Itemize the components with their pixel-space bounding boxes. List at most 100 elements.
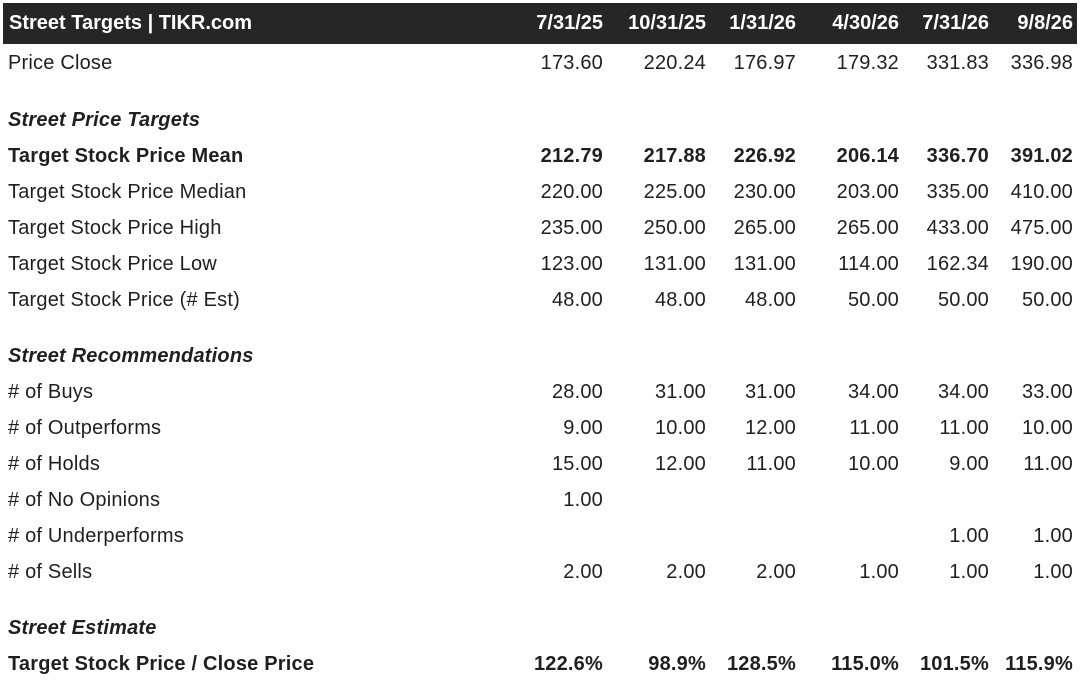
table-row: Target Stock Price / Close Price 122.6% … [3, 646, 1077, 682]
row-value: 162.34 [926, 252, 989, 275]
row-value: 250.00 [643, 216, 706, 239]
row-value: 98.9% [648, 652, 706, 675]
section-heading-recommendations: Street Recommendations [3, 338, 1077, 374]
row-value: 48.00 [551, 288, 603, 311]
row-value [800, 482, 903, 518]
date-header: 7/31/26 [922, 12, 989, 34]
row-value: 28.00 [551, 380, 603, 403]
row-value: 173.60 [540, 51, 603, 74]
row-value: 122.6% [533, 652, 603, 675]
date-header: 1/31/26 [729, 12, 796, 34]
row-value: 2.00 [563, 560, 603, 583]
section-heading: Street Price Targets [8, 108, 201, 131]
row-value: 225.00 [643, 180, 706, 203]
section-heading: Street Recommendations [8, 344, 254, 367]
row-value: 33.00 [1021, 380, 1073, 403]
row-value: 230.00 [733, 180, 796, 203]
row-value [800, 518, 903, 554]
row-value [513, 518, 607, 554]
row-label: Target Stock Price Median [8, 180, 247, 203]
row-value: 190.00 [1010, 252, 1073, 275]
price-close-row: Price Close 173.60 220.24 176.97 179.32 … [3, 44, 1077, 82]
row-value: 11.00 [849, 416, 899, 439]
row-value: 50.00 [1021, 288, 1073, 311]
row-value: 15.00 [551, 452, 603, 475]
row-label: Target Stock Price Mean [8, 144, 244, 167]
row-value: 433.00 [926, 216, 989, 239]
row-value: 1.00 [949, 524, 989, 547]
row-value: 34.00 [847, 380, 899, 403]
row-value: 128.5% [726, 652, 796, 675]
row-label: Target Stock Price Low [8, 252, 217, 275]
spacer [3, 82, 1077, 102]
table-row: Target Stock Price (# Est) 48.00 48.00 4… [3, 282, 1077, 318]
row-value: 12.00 [744, 416, 796, 439]
row-value: 265.00 [733, 216, 796, 239]
section-heading: Street Estimate [8, 616, 157, 639]
table-row: # of Underperforms 1.00 1.00 [3, 518, 1077, 554]
row-value: 1.00 [1033, 560, 1073, 583]
row-value: 12.00 [654, 452, 706, 475]
table-row: Target Stock Price Mean 212.79 217.88 22… [3, 138, 1077, 174]
table-row: # of Outperforms 9.00 10.00 12.00 11.00 … [3, 410, 1077, 446]
row-value [607, 482, 710, 518]
row-value: 336.98 [1010, 51, 1073, 74]
row-value: 123.00 [540, 252, 603, 275]
row-value: 9.00 [949, 452, 989, 475]
section-heading-price-targets: Street Price Targets [3, 102, 1077, 138]
table-title: Street Targets | TIKR.com [9, 12, 253, 34]
row-value: 48.00 [654, 288, 706, 311]
row-value: 115.9% [1005, 652, 1073, 675]
row-value: 217.88 [643, 144, 706, 167]
row-value: 391.02 [1010, 144, 1073, 167]
row-label: # of Holds [8, 452, 101, 475]
table-row: # of No Opinions 1.00 [3, 482, 1077, 518]
row-value: 1.00 [859, 560, 899, 583]
table-row: Target Stock Price High 235.00 250.00 26… [3, 210, 1077, 246]
row-value: 10.00 [847, 452, 899, 475]
row-value: 212.79 [540, 144, 603, 167]
date-header: 9/8/26 [1017, 12, 1073, 34]
row-value: 226.92 [733, 144, 796, 167]
row-value [993, 482, 1077, 518]
row-value: 34.00 [937, 380, 989, 403]
row-value: 179.32 [836, 51, 899, 74]
row-value: 220.00 [540, 180, 603, 203]
row-value: 11.00 [939, 416, 989, 439]
row-value: 1.00 [563, 488, 603, 511]
row-value: 331.83 [926, 51, 989, 74]
row-label: Target Stock Price High [8, 216, 222, 239]
row-value [710, 518, 800, 554]
row-value: 50.00 [847, 288, 899, 311]
row-value: 2.00 [756, 560, 796, 583]
row-value: 11.00 [1023, 452, 1073, 475]
row-label: Target Stock Price / Close Price [8, 652, 315, 675]
row-label: # of Outperforms [8, 416, 162, 439]
row-value: 115.0% [831, 652, 899, 675]
row-value: 31.00 [654, 380, 706, 403]
table-row: # of Holds 15.00 12.00 11.00 10.00 9.00 … [3, 446, 1077, 482]
row-label: Price Close [8, 51, 113, 74]
row-value: 220.24 [643, 51, 706, 74]
row-value: 335.00 [926, 180, 989, 203]
row-value: 176.97 [733, 51, 796, 74]
row-label: # of Underperforms [8, 524, 184, 547]
row-value: 203.00 [836, 180, 899, 203]
table-row: Target Stock Price Low 123.00 131.00 131… [3, 246, 1077, 282]
row-label: # of Buys [8, 380, 94, 403]
date-header: 4/30/26 [832, 12, 899, 34]
row-value: 410.00 [1010, 180, 1073, 203]
row-value: 336.70 [926, 144, 989, 167]
spacer [3, 590, 1077, 610]
row-value: 1.00 [949, 560, 989, 583]
row-value: 10.00 [1021, 416, 1073, 439]
row-value: 10.00 [654, 416, 706, 439]
row-value: 1.00 [1033, 524, 1073, 547]
row-value: 31.00 [744, 380, 796, 403]
row-value [710, 482, 800, 518]
date-header: 10/31/25 [628, 12, 706, 34]
row-value: 265.00 [836, 216, 899, 239]
header-row: Street Targets | TIKR.com 7/31/25 10/31/… [3, 3, 1077, 44]
spacer [3, 318, 1077, 338]
